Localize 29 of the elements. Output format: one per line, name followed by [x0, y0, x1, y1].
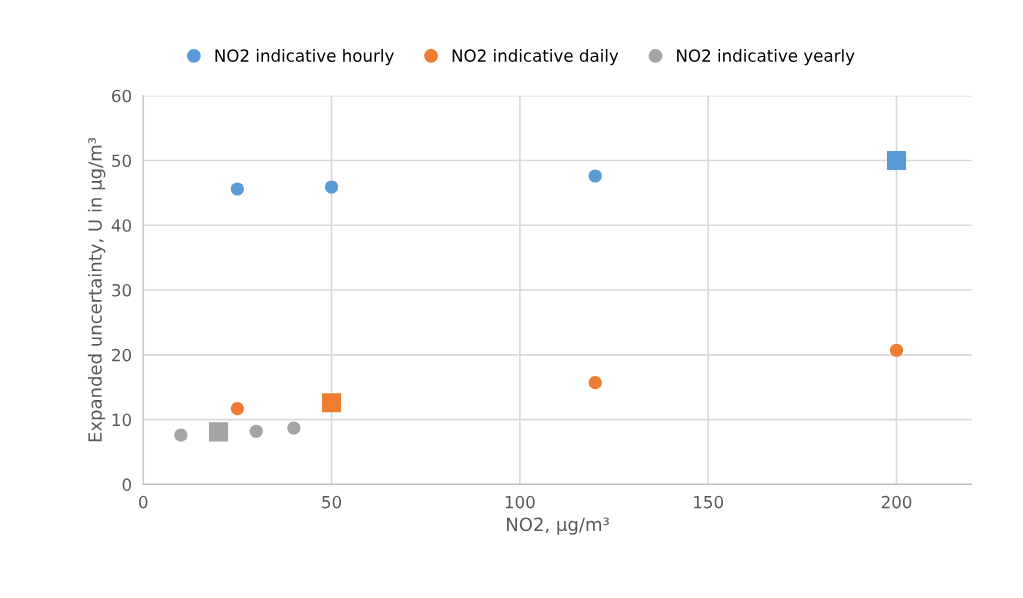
point [588, 169, 602, 183]
x-tick-label: 150 [694, 495, 723, 509]
y-tick-label: 50 [112, 154, 131, 168]
legend-label: NO2 indicative yearly [677, 49, 855, 66]
y-tick-label: 60 [112, 89, 131, 103]
point [174, 428, 188, 442]
y-tick-label: 10 [112, 413, 131, 427]
point [321, 393, 342, 413]
legend-label: NO2 indicative daily [452, 49, 619, 66]
legend-label: NO2 indicative hourly [215, 49, 394, 66]
point [889, 343, 904, 357]
y-tick-label: 40 [111, 219, 131, 232]
point [886, 150, 907, 171]
x-tick-label: 100 [505, 495, 535, 509]
x-axis-title: NO2, µg/m³ [507, 517, 609, 535]
y-axis-title: Expanded uncertainty, U in µg/m³ [87, 137, 106, 442]
x-tick-label: 0 [139, 495, 148, 509]
x-tick-label: 200 [881, 495, 912, 509]
y-tick-label: 20 [112, 348, 131, 362]
point [230, 182, 244, 196]
point [208, 422, 229, 442]
point [588, 376, 602, 390]
point [230, 402, 244, 416]
point [249, 424, 263, 438]
y-tick-label: 0 [122, 478, 131, 491]
y-tick-label: 30 [112, 283, 131, 297]
point [287, 421, 301, 435]
x-tick-label: 50 [322, 495, 342, 509]
point [324, 180, 339, 194]
